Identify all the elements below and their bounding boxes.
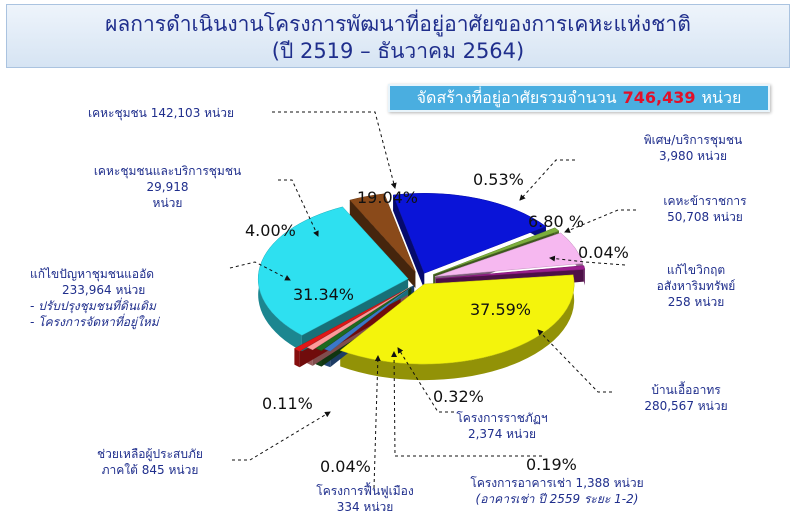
percent-label-kheha-chumchon-borikan: 4.00% <box>245 221 296 240</box>
pie-slice-10 <box>349 193 416 273</box>
pie-slice-6 <box>315 286 412 351</box>
percent-label-chuai-lue: 0.11% <box>262 394 313 413</box>
title-box: ผลการดำเนินงานโครงการพัฒนาที่อยู่อาศัยขอ… <box>6 4 790 68</box>
pie-slice-7 <box>306 287 409 351</box>
percent-label-baan-ua-athon: 37.59% <box>470 300 532 319</box>
label-ratchaphat: โครงการราชภัฏฯ 2,374 หน่วย <box>442 410 562 442</box>
label-line-italic: - ปรับปรุงชุมชนที่ดินเดิม <box>30 299 156 313</box>
label-line: แก้ไขปัญหาชุมชนแออัด <box>30 267 155 281</box>
label-line: 50,708 หน่วย <box>667 210 743 224</box>
pie-slice-8 <box>293 291 401 352</box>
pie-slice-9 <box>257 206 409 336</box>
percent-label-phiset: 0.53% <box>473 170 524 189</box>
label-line-italic: - โครงการจัดหาที่อยู่ใหม่ <box>30 315 159 329</box>
pie-slice-side-3 <box>583 265 585 286</box>
chart-title-line-2: (ปี 2519 – ธันวาคม 2564) <box>271 39 525 63</box>
pie-slice-wall-10 <box>349 200 416 289</box>
percent-label-akhan-chao: 0.19% <box>526 455 577 474</box>
pie-slices <box>257 193 586 381</box>
total-value: 746,439 <box>622 88 696 107</box>
label-line: 29,918 <box>146 180 189 194</box>
label-line: ภาคใต้ 845 หน่วย <box>101 463 199 477</box>
total-unit: หน่วย <box>701 88 742 107</box>
label-line: 280,567 หน่วย <box>644 399 728 413</box>
label-line: โครงการราชภัฏฯ <box>456 411 548 425</box>
pie-slice-1 <box>433 227 560 275</box>
percent-label-kheha-kharatchakan: 6.80 % <box>528 212 584 231</box>
pie-slice-wall-0 <box>393 195 425 290</box>
label-funfu-mueang: โครงการฟื้นฟูเมือง 334 หน่วย <box>300 483 430 515</box>
pie-slice-side-8 <box>294 348 300 368</box>
label-line: โครงการฟื้นฟูเมือง <box>316 484 414 498</box>
label-chuai-lue: ช่วยเหลือผู้ประสบภัย ภาคใต้ 845 หน่วย <box>60 446 240 478</box>
label-line: บ้านเอื้ออาทร <box>651 383 721 397</box>
pie-slice-2 <box>434 232 584 277</box>
label-line: อสังหาริมทรัพย์ <box>656 279 736 293</box>
label-phiset: พิเศษ/บริการชุมชน 3,980 หน่วย <box>628 132 758 164</box>
label-line: 334 หน่วย <box>336 500 394 514</box>
label-kheha-chumchon-borikan: เคหะชุมชนและบริการชุมชน 29,918 หน่วย <box>70 163 265 211</box>
percent-label-kaekhai-wikrit: 0.04% <box>578 243 629 262</box>
chart-title-line-1: ผลการดำเนินงานโครงการพัฒนาที่อยู่อาศัยขอ… <box>105 12 691 36</box>
label-line: พิเศษ/บริการชุมชน <box>643 133 743 147</box>
pie-slice-0 <box>392 193 547 274</box>
label-line: 3,980 หน่วย <box>658 149 728 163</box>
total-units-banner: จัดสร้างที่อยู่อาศัยรวมจำนวน 746,439 หน่วย <box>388 84 770 112</box>
percent-label-kheha-chumchon: 19.04% <box>357 188 419 207</box>
pie-slice-3 <box>435 265 586 279</box>
label-line-italic: (อาคารเช่า ปี 2559 ระยะ 1-2) <box>475 492 639 506</box>
percent-label-kaekhai-panha: 31.34% <box>293 285 355 304</box>
label-line: 2,374 หน่วย <box>467 427 537 441</box>
label-kheha-kharatchakan: เคหะข้าราชการ 50,708 หน่วย <box>645 193 765 225</box>
label-kaekhai-wikrit: แก้ไขวิกฤต อสังหาริมทรัพย์ 258 หน่วย <box>636 262 756 310</box>
percent-label-funfu-mueang: 0.04% <box>320 457 371 476</box>
label-kaekhai-panha: แก้ไขปัญหาชุมชนแออัด 233,964 หน่วย - ปรั… <box>30 266 159 330</box>
label-line: ช่วยเหลือผู้ประสบภัย <box>97 447 203 461</box>
label-line: แก้ไขวิกฤต <box>666 263 726 277</box>
pie-slice-side-4 <box>340 274 575 381</box>
label-line: หน่วย <box>152 196 183 210</box>
label-line: 233,964 หน่วย <box>62 283 146 297</box>
label-akhan-chao: โครงการอาคารเช่า 1,388 หน่วย (อาคารเช่า … <box>452 475 662 507</box>
label-line: เคหะข้าราชการ <box>663 194 747 208</box>
total-prefix: จัดสร้างที่อยู่อาศัยรวมจำนวน <box>416 88 617 107</box>
pie-slice-5 <box>323 284 415 352</box>
label-baan-ua-athon: บ้านเอื้ออาทร 280,567 หน่วย <box>626 382 746 414</box>
label-line: โครงการอาคารเช่า 1,388 หน่วย <box>470 476 644 490</box>
percent-label-ratchaphat: 0.32% <box>433 387 484 406</box>
label-line: เคหะชุมชนและบริการชุมชน <box>93 164 242 178</box>
label-line: 258 หน่วย <box>667 295 725 309</box>
label-kheha-chumchon: เคหะชุมชน 142,103 หน่วย <box>88 106 235 120</box>
leader-lines <box>229 111 636 489</box>
